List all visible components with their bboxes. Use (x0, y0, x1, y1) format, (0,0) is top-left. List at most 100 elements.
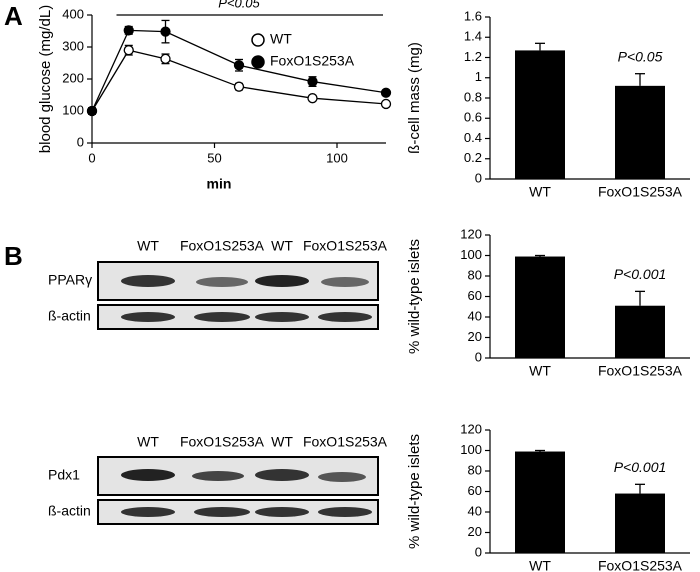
marker (380, 87, 392, 98)
band (255, 507, 309, 517)
x-tick-label: WT (529, 558, 551, 572)
bar (515, 451, 565, 553)
blot-group (97, 261, 379, 525)
y-tick-label: 100 (460, 442, 482, 457)
y-axis-label: % wild-type islets (406, 239, 423, 354)
panel-label: B (4, 241, 23, 271)
band (318, 472, 366, 482)
annotation: P<0.001 (614, 266, 667, 282)
y-tick-label: 60 (468, 483, 482, 498)
y-tick-label: 80 (468, 462, 482, 477)
line (91, 29, 387, 112)
x-axis-label: min (207, 176, 232, 192)
lane-label: FoxO1S253A (303, 434, 388, 450)
lane-label: FoxO1S253A (180, 238, 265, 254)
y-tick-label: 120 (460, 226, 482, 241)
marker (86, 105, 98, 117)
y-tick-label: 20 (468, 524, 482, 539)
y-tick-label: 60 (468, 288, 482, 303)
band (194, 312, 250, 322)
bar (615, 493, 665, 553)
bar (515, 256, 565, 358)
y-tick-label: 1.2 (464, 49, 482, 64)
band (194, 507, 250, 517)
x-tick-label: 100 (326, 150, 348, 165)
y-tick-label: 1.4 (464, 29, 482, 44)
bar (515, 50, 565, 179)
line (91, 49, 387, 112)
marker (307, 76, 318, 87)
band (121, 469, 175, 481)
marker (160, 53, 171, 64)
band (196, 277, 248, 287)
band (192, 471, 244, 481)
marker (123, 25, 134, 36)
x-tick-label: 0 (88, 150, 95, 165)
y-tick-label: 0 (475, 349, 482, 364)
marker (123, 45, 134, 56)
y-axis-label: % wild-type islets (406, 434, 423, 549)
y-tick-label: 0 (475, 544, 482, 559)
y-tick-label: 100 (460, 247, 482, 262)
y-tick-label: 120 (460, 421, 482, 436)
annotation: P<0.001 (614, 459, 667, 475)
bar (615, 85, 665, 179)
panel-label: A (4, 1, 23, 31)
y-tick-label: 40 (468, 308, 482, 323)
band (255, 469, 309, 481)
x-tick-label: FoxO1S253A (598, 558, 683, 572)
bar (615, 305, 665, 358)
y-tick-label: 0.8 (464, 89, 482, 104)
row-label: PPARγ (48, 272, 92, 288)
lane-label: WT (137, 434, 159, 450)
y-tick-label: 300 (62, 38, 84, 53)
x-tick-label: WT (529, 184, 551, 200)
band (318, 507, 372, 517)
y-tick-label: 0 (77, 134, 84, 149)
band (121, 312, 175, 322)
x-tick-label: 50 (207, 150, 221, 165)
y-tick-label: 0.4 (464, 130, 482, 145)
row-label: ß-actin (48, 308, 91, 324)
band (121, 275, 175, 287)
lane-label: WT (271, 238, 293, 254)
x-tick-label: FoxO1S253A (598, 184, 683, 200)
lane-label: WT (271, 434, 293, 450)
marker (233, 60, 245, 71)
marker (307, 93, 318, 104)
y-tick-label: 40 (468, 503, 482, 518)
legend-marker (251, 33, 265, 47)
lane-label: FoxO1S253A (180, 434, 265, 450)
marker (160, 26, 171, 37)
x-tick-label: WT (529, 363, 551, 379)
band (321, 277, 369, 287)
legend-marker (251, 55, 265, 69)
row-label: Pdx1 (48, 467, 80, 483)
y-axis-label: blood glucose (mg/dL) (37, 5, 54, 153)
y-tick-label: 1.6 (464, 8, 482, 23)
y-tick-label: 0.2 (464, 150, 482, 165)
y-tick-label: 200 (62, 70, 84, 85)
y-tick-label: 0.6 (464, 110, 482, 125)
row-label: ß-actin (48, 503, 91, 519)
marker (233, 81, 245, 92)
y-tick-label: 100 (62, 102, 84, 117)
annotation: P<0.05 (618, 48, 663, 64)
band (318, 312, 372, 322)
y-tick-label: 0 (475, 170, 482, 185)
lane-label: FoxO1S253A (303, 238, 388, 254)
x-tick-label: FoxO1S253A (598, 363, 683, 379)
band (121, 507, 175, 517)
lane-label: WT (137, 238, 159, 254)
band (255, 312, 309, 322)
legend-label: FoxO1S253A (270, 53, 355, 69)
marker (380, 98, 392, 110)
legend-label: WT (270, 31, 292, 47)
annotation: P<0.05 (218, 0, 260, 10)
band (255, 275, 309, 287)
y-tick-label: 80 (468, 267, 482, 282)
y-tick-label: 1 (475, 69, 482, 84)
y-axis-label: ß-cell mass (mg) (406, 42, 423, 154)
y-tick-label: 20 (468, 329, 482, 344)
